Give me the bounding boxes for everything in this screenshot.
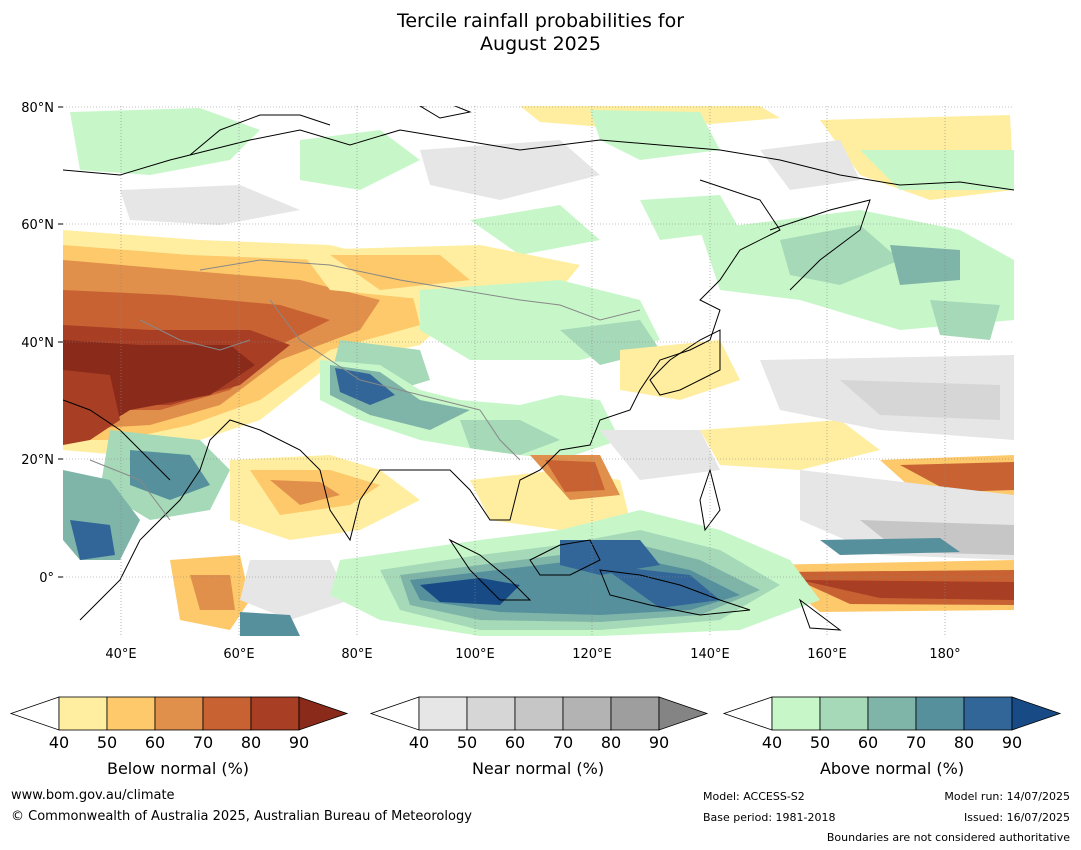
- near-normal-tick-label: 90: [649, 733, 669, 752]
- below-normal-high-extension: [298, 696, 349, 731]
- lon-label: 40°E: [105, 647, 136, 662]
- lat-label: 40°N: [21, 336, 54, 351]
- above-normal-colorbar-segment: [867, 696, 917, 731]
- above-normal-colorbar-segment: [963, 696, 1013, 731]
- near-normal-colorbar-segment: [562, 696, 612, 731]
- above-normal-low-extension: [722, 696, 773, 731]
- below-normal-colorbar-segment: [106, 696, 156, 731]
- below-normal-colorbar-segment: [202, 696, 252, 731]
- near-normal-colorbar-segment: [610, 696, 660, 731]
- lon-label: 140°E: [690, 647, 730, 662]
- lat-axis: 80°N 60°N 40°N 20°N 0°: [21, 101, 63, 586]
- below-normal-tick-label: 80: [241, 733, 261, 752]
- above-normal-label: Above normal (%): [819, 759, 965, 778]
- near-normal-pacific: [240, 355, 1014, 620]
- issued-text: Issued: 16/07/2025: [963, 811, 1070, 824]
- lon-axis: 40°E 60°E 80°E 100°E 120°E 140°E 160°E 1…: [105, 647, 960, 662]
- above-normal-colorbar-segment: [771, 696, 821, 731]
- website-link[interactable]: www.bom.gov.au/climate: [11, 788, 175, 803]
- below-normal-southeast-asia: [470, 455, 630, 530]
- copyright-text: © Commonwealth of Australia 2025, Austra…: [11, 809, 472, 824]
- model-text: Model: ACCESS-S2: [703, 790, 805, 803]
- above-normal-high-extension: [1011, 696, 1062, 731]
- borders: [89, 259, 641, 521]
- lat-label: 80°N: [21, 101, 54, 116]
- lon-label: 160°E: [807, 647, 847, 662]
- lon-label: 60°E: [223, 647, 254, 662]
- below-normal-colorbar-segment: [154, 696, 204, 731]
- below-normal-low-extension: [9, 696, 60, 731]
- below-normal-tick-label: 90: [289, 733, 309, 752]
- below-normal-india: [170, 455, 420, 630]
- below-normal-tick-label: 70: [193, 733, 213, 752]
- above-normal-tick-label: 70: [906, 733, 926, 752]
- chart-title: Tercile rainfall probabilities for Augus…: [0, 10, 1081, 56]
- colorbars: 40 50 60 70 80 90 40 50 60 70 80 90 40 50 60 70 80 90: [9, 696, 1062, 752]
- below-normal-label: Below normal (%): [106, 759, 250, 778]
- above-normal-arabia: [63, 430, 230, 560]
- near-normal-low-extension: [369, 696, 420, 731]
- lat-label: 20°N: [21, 453, 54, 468]
- near-normal-tick-label: 80: [601, 733, 621, 752]
- base-period-text: Base period: 1981-2018: [703, 811, 836, 824]
- lon-label: 180°: [929, 647, 960, 662]
- below-normal-pacific: [620, 340, 1014, 612]
- above-normal-colorbar-segment: [915, 696, 965, 731]
- near-normal-high-extension: [658, 696, 709, 731]
- lon-label: 120°E: [572, 647, 612, 662]
- above-normal-maritime-continent: [240, 510, 960, 636]
- lat-label: 60°N: [21, 218, 54, 233]
- above-normal-tick-label: 40: [762, 733, 782, 752]
- near-normal-tick-label: 50: [457, 733, 477, 752]
- lon-label: 100°E: [455, 647, 495, 662]
- map-field: [63, 106, 1014, 636]
- above-normal-tick-label: 90: [1002, 733, 1022, 752]
- near-normal-colorbar-segment: [418, 696, 468, 731]
- near-normal-tick-label: 60: [505, 733, 525, 752]
- above-normal-colorbar-segment: [819, 696, 869, 731]
- model-run-text: Model run: 14/07/2025: [944, 790, 1070, 803]
- near-normal-colorbar-segment: [514, 696, 564, 731]
- below-normal-tick-label: 60: [145, 733, 165, 752]
- below-normal-tick-label: 40: [49, 733, 69, 752]
- lat-label: 0°: [39, 571, 54, 586]
- north-patches: [70, 106, 1014, 255]
- above-normal-tick-label: 60: [858, 733, 878, 752]
- title-line-1: Tercile rainfall probabilities for: [396, 10, 685, 32]
- below-normal-colorbar-segment: [250, 696, 300, 731]
- near-normal-label: Near normal (%): [471, 759, 605, 778]
- coastlines: [63, 106, 1014, 631]
- disclaimer-text: Boundaries are not considered authoritat…: [826, 831, 1070, 844]
- lon-label: 80°E: [341, 647, 372, 662]
- above-normal-tick-label: 50: [810, 733, 830, 752]
- above-normal-tick-label: 80: [954, 733, 974, 752]
- below-normal-colorbar-segment: [58, 696, 108, 731]
- below-normal-tick-label: 50: [97, 733, 117, 752]
- near-normal-tick-label: 40: [409, 733, 429, 752]
- near-normal-colorbar-segment: [466, 696, 516, 731]
- gridlines: [63, 106, 1014, 636]
- title-line-2: August 2025: [480, 33, 601, 55]
- near-normal-tick-label: 70: [553, 733, 573, 752]
